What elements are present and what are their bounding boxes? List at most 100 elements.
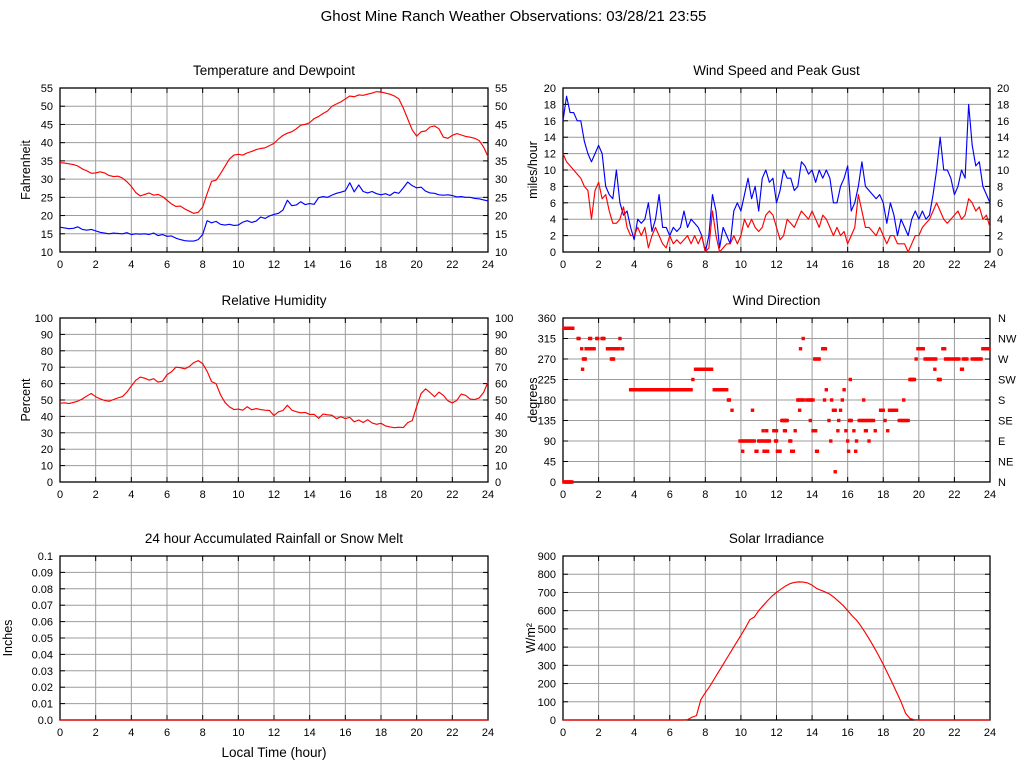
y-tick-label-right: 0 [495,477,501,489]
y-tick-label: 225 [538,375,556,387]
y-tick-label-right: 20 [495,211,507,223]
x-tick-label: 4 [631,727,637,739]
y-tick-label: 0 [550,247,556,259]
x-tick-label: 12 [268,259,280,271]
y-tick-label-right: 10 [997,165,1009,177]
chart-title: Wind Direction [733,293,821,308]
x-tick-label: 22 [948,727,960,739]
x-tick-label: 18 [877,259,889,271]
x-tick-label: 24 [984,259,996,271]
x-tick-label: 6 [164,489,170,501]
x-tick-label: 24 [482,259,494,271]
y-tick-label: 35 [41,156,53,168]
y-tick-label: 60 [41,379,53,391]
x-tick-label: 14 [304,727,316,739]
x-tick-label: 20 [411,489,423,501]
y-tick-label: 15 [41,229,53,241]
chart-rainfall: 24 hour Accumulated Rainfall or Snow Mel… [1,531,494,760]
y-tick-label: 315 [538,334,556,346]
y-tick-label-right: 10 [495,247,507,259]
y-tick-label-right: 10 [495,461,507,473]
y-tick-label-right: 20 [997,83,1009,95]
x-tick-label: 12 [770,489,782,501]
y-axis-label: degrees [526,377,540,422]
x-tick-label: 0 [57,259,63,271]
y-tick-label-right: 40 [495,411,507,423]
y-tick-label: 0 [550,715,556,727]
x-tick-label: 2 [93,489,99,501]
y-tick-label-right: 45 [495,119,507,131]
compass-tick-label: SE [998,416,1013,428]
x-tick-label: 2 [596,259,602,271]
y-tick-label: 50 [41,101,53,113]
y-tick-label-right: 4 [997,214,1003,226]
y-tick-label: 50 [41,395,53,407]
y-tick-label: 70 [41,362,53,374]
x-tick-label: 8 [200,489,206,501]
x-tick-label: 8 [200,727,206,739]
y-tick-label: 400 [538,642,556,654]
y-tick-label: 10 [41,247,53,259]
x-tick-label: 2 [596,489,602,501]
y-tick-label: 0.08 [32,584,53,596]
x-tick-label: 10 [232,727,244,739]
y-tick-label: 55 [41,83,53,95]
series-peak-gust [562,95,991,253]
x-tick-label: 12 [770,259,782,271]
x-tick-label: 6 [667,259,673,271]
y-tick-label-right: 16 [997,116,1009,128]
y-tick-label-right: 55 [495,83,507,95]
chart-title: Solar Irradiance [729,531,824,546]
y-tick-label-right: 100 [495,313,513,325]
y-tick-label-right: 25 [495,192,507,204]
x-tick-label: 2 [93,727,99,739]
y-tick-label: 20 [544,83,556,95]
chart-title: 24 hour Accumulated Rainfall or Snow Mel… [145,531,403,546]
y-tick-label: 600 [538,606,556,618]
x-tick-label: 10 [735,259,747,271]
y-tick-label: 0.1 [38,551,53,563]
compass-tick-label: N [998,477,1006,489]
x-tick-label: 6 [667,489,673,501]
x-tick-label: 16 [339,727,351,739]
x-tick-label: 24 [482,727,494,739]
y-tick-label: 4 [550,214,556,226]
y-axis-label: W/m² [524,623,538,653]
compass-tick-label: W [998,354,1009,366]
y-tick-label-right: 2 [997,231,1003,243]
y-tick-label: 2 [550,231,556,243]
x-tick-label: 20 [913,489,925,501]
y-tick-label-right: 60 [495,379,507,391]
y-tick-label-right: 35 [495,156,507,168]
x-tick-label: 18 [375,489,387,501]
x-tick-label: 0 [560,727,566,739]
y-tick-label-right: 70 [495,362,507,374]
y-tick-label: 20 [41,211,53,223]
y-tick-label-right: 8 [997,181,1003,193]
x-tick-label: 18 [375,259,387,271]
x-tick-label: 20 [411,259,423,271]
x-tick-label: 8 [702,259,708,271]
y-tick-label: 45 [544,457,556,469]
y-tick-label: 0.01 [32,699,53,711]
x-tick-label: 22 [446,727,458,739]
y-tick-label: 0.09 [32,567,53,579]
x-tick-label: 12 [770,727,782,739]
x-tick-label: 2 [93,259,99,271]
x-tick-label: 14 [806,727,818,739]
x-tick-label: 16 [842,489,854,501]
x-tick-label: 24 [482,489,494,501]
compass-tick-label: SW [998,375,1016,387]
y-tick-label: 800 [538,569,556,581]
compass-tick-label: NW [998,334,1017,346]
compass-tick-label: NE [998,457,1013,469]
plot-frame [59,317,489,483]
plot-frame [562,317,991,483]
y-tick-label: 30 [41,174,53,186]
y-tick-label: 300 [538,660,556,672]
y-tick-label: 0 [550,477,556,489]
y-tick-label: 900 [538,551,556,563]
